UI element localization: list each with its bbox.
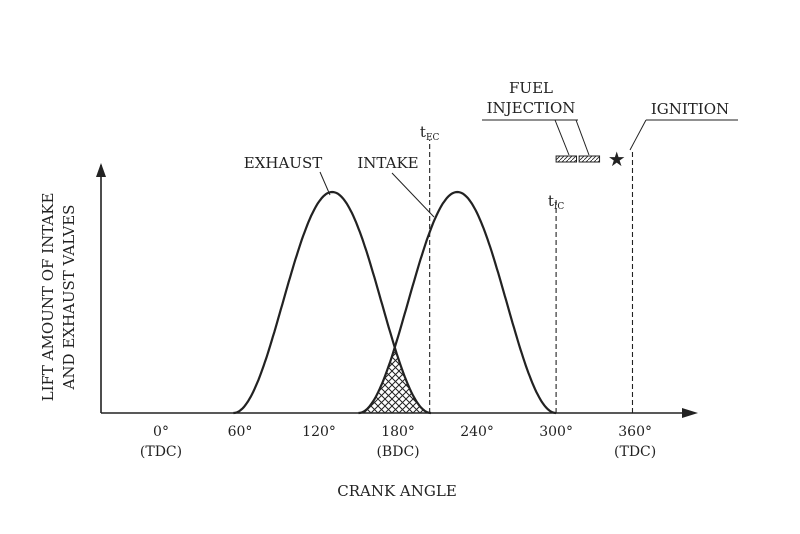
valve-overlap-region: [358, 349, 431, 413]
x-tick-sublabel: (BDC): [376, 444, 419, 460]
fuel-injection-arrow-2: [575, 119, 590, 156]
intake-label: INTAKE: [357, 154, 418, 172]
x-tick-label: 0°: [153, 424, 169, 440]
x-tick-label: 120°: [302, 424, 336, 440]
x-tick-label: 180°: [381, 424, 415, 440]
t-ec-label: tEC: [420, 123, 440, 143]
exhaust-label: EXHAUST: [244, 154, 322, 172]
x-tick-sublabel: (TDC): [140, 444, 182, 460]
fuel-injection-label-line1: FUEL: [509, 79, 553, 97]
intake-lift-curve: [358, 190, 557, 415]
ignition-label: IGNITION: [651, 100, 729, 118]
exhaust-leader: [319, 171, 331, 196]
fuel-injection-label-line2: INJECTION: [487, 99, 576, 117]
fuel-injection-bar: [555, 155, 578, 163]
t-ic-label: tIC: [548, 192, 565, 212]
fuel-injection-arrow-1: [554, 119, 570, 156]
exhaust-lift-curve: [233, 190, 432, 415]
x-tick-sublabel: (TDC): [614, 444, 656, 460]
x-tick-label: 360°: [618, 424, 652, 440]
x-tick-label: 60°: [228, 424, 253, 440]
ignition-leader: [629, 119, 738, 151]
y-axis-arrow: [96, 163, 106, 177]
x-tick-labels: 0° (TDC) 60° 120° 180° (BDC) 240° 300° 360° (TDC): [140, 424, 656, 460]
y-axis-label-line2: AND EXHAUST VALVES: [60, 205, 78, 391]
ignition-star-icon: ★: [608, 147, 626, 171]
x-axis-label: CRANK ANGLE: [337, 482, 457, 500]
x-tick-label: 240°: [460, 424, 494, 440]
intake-leader: [391, 172, 435, 218]
fuel-injection-bar: [578, 155, 601, 163]
x-axis-arrow: [682, 408, 698, 418]
x-tick-label: 300°: [539, 424, 573, 440]
y-axis-label-line1: LIFT AMOUNT OF INTAKE: [39, 193, 57, 402]
